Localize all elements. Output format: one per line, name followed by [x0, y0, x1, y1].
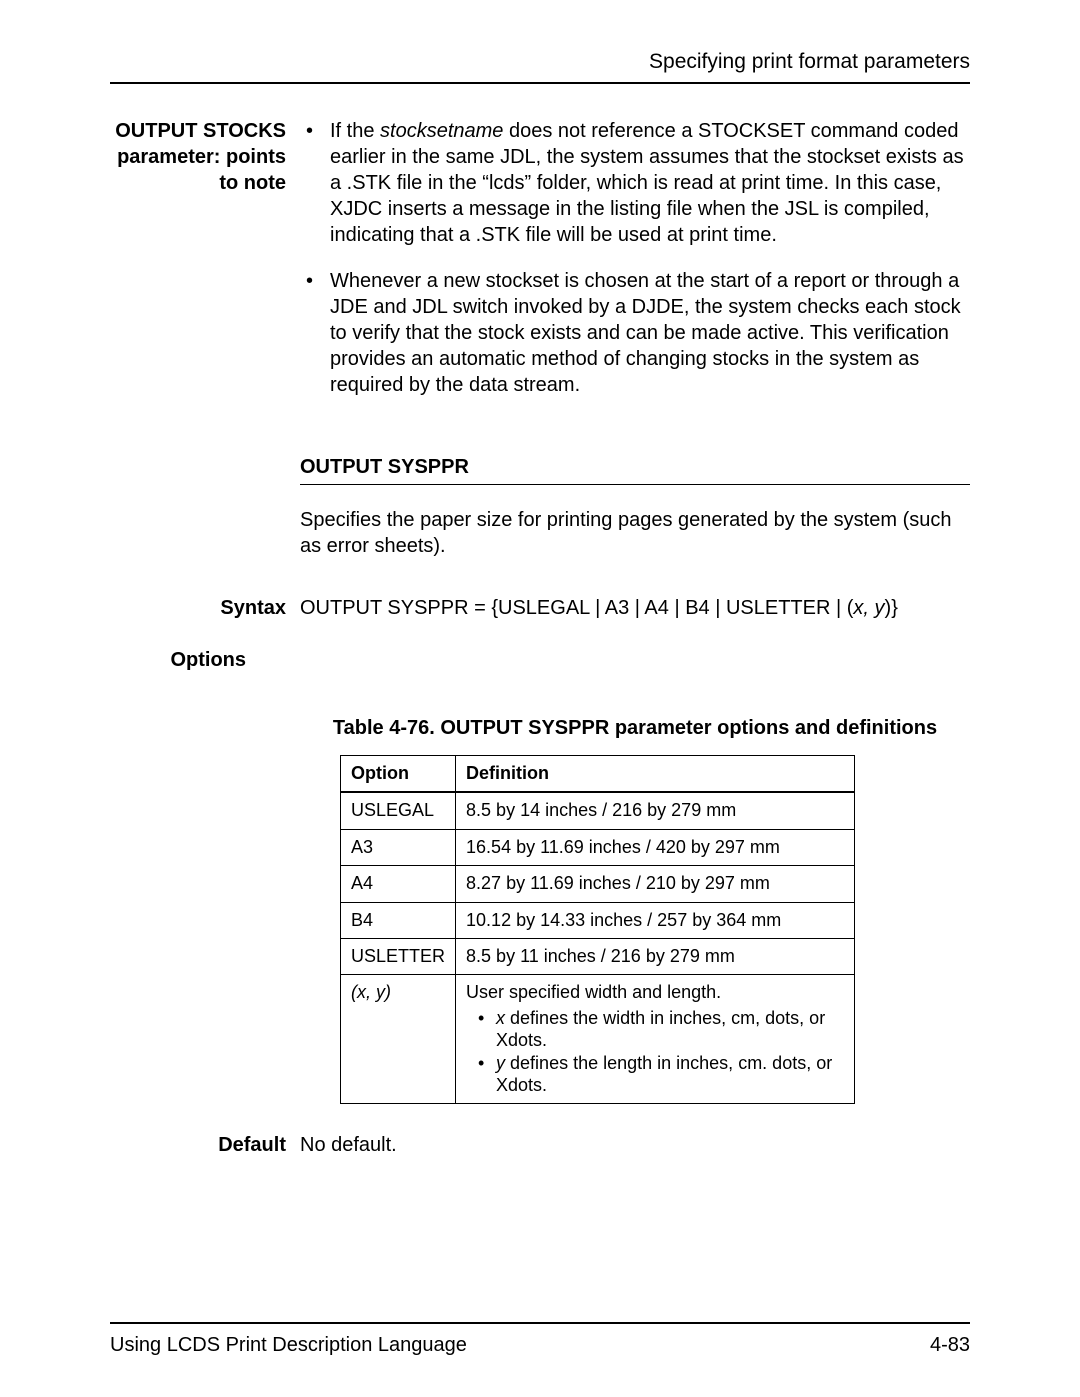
section-sysppr-row: OUTPUT SYSPPR Specifies the paper size f…: [110, 430, 970, 583]
xy-main: User specified width and length.: [466, 982, 721, 1002]
table-row: A4 8.27 by 11.69 inches / 210 by 297 mm: [341, 866, 855, 902]
sysppr-heading: OUTPUT SYSPPR: [300, 454, 970, 485]
syntax-label: Syntax: [110, 595, 300, 621]
xy-sub1-i: x: [496, 1008, 505, 1028]
stocks-label: OUTPUT STOCKS parameter: points to note: [110, 118, 300, 418]
syntax-value: OUTPUT SYSPPR = {USLEGAL | A3 | A4 | B4 …: [300, 595, 970, 621]
cell-def: 10.12 by 14.33 inches / 257 by 364 mm: [456, 902, 855, 938]
xy-sub2: y defines the length in inches, cm. dots…: [478, 1052, 844, 1097]
table-row: USLETTER 8.5 by 11 inches / 216 by 279 m…: [341, 938, 855, 974]
options-table: Option Definition USLEGAL 8.5 by 14 inch…: [300, 755, 970, 1104]
syntax-row: Syntax OUTPUT SYSPPR = {USLEGAL | A3 | A…: [110, 595, 970, 621]
page-header: Specifying print format parameters: [110, 50, 970, 84]
page: Specifying print format parameters OUTPU…: [0, 0, 1080, 1397]
cell-opt: USLETTER: [341, 938, 456, 974]
table-row: A3 16.54 by 11.69 inches / 420 by 297 mm: [341, 829, 855, 865]
xy-sub1-t: defines the width in inches, cm, dots, o…: [496, 1008, 825, 1051]
cell-def: 16.54 by 11.69 inches / 420 by 297 mm: [456, 829, 855, 865]
bullet-2: Whenever a new stockset is chosen at the…: [300, 268, 970, 398]
table-row: USLEGAL 8.5 by 14 inches / 216 by 279 mm: [341, 792, 855, 829]
bullet-1-prefix: If the: [330, 120, 380, 142]
xy-sub2-i: y: [496, 1053, 505, 1073]
syntax-line1: OUTPUT SYSPPR = {USLEGAL | A3 | A4 | B4 …: [300, 597, 853, 619]
options-content: [260, 647, 970, 673]
bullet-1: If the stocksetname does not reference a…: [300, 118, 970, 248]
table-header-row: Option Definition: [341, 756, 855, 793]
footer-left: Using LCDS Print Description Language: [110, 1334, 467, 1357]
footer: Using LCDS Print Description Language 4-…: [110, 1322, 970, 1357]
cell-opt: USLEGAL: [341, 792, 456, 829]
xy-sub2-t: defines the length in inches, cm. dots, …: [496, 1053, 832, 1096]
sysppr-content: OUTPUT SYSPPR Specifies the paper size f…: [300, 430, 970, 583]
cell-def: 8.5 by 11 inches / 216 by 279 mm: [456, 938, 855, 974]
cell-def: 8.27 by 11.69 inches / 210 by 297 mm: [456, 866, 855, 902]
cell-opt: A3: [341, 829, 456, 865]
syntax-italic: x, y: [853, 597, 884, 619]
cell-opt: A4: [341, 866, 456, 902]
xy-sub1: x defines the width in inches, cm, dots,…: [478, 1007, 844, 1052]
spacer-2: [110, 685, 300, 1104]
table-row: B4 10.12 by 14.33 inches / 257 by 364 mm: [341, 902, 855, 938]
cell-def: 8.5 by 14 inches / 216 by 279 mm: [456, 792, 855, 829]
table-container: Table 4-76. OUTPUT SYSPPR parameter opti…: [300, 685, 970, 1104]
th-definition: Definition: [456, 756, 855, 793]
footer-right: 4-83: [930, 1334, 970, 1357]
table-caption: Table 4-76. OUTPUT SYSPPR parameter opti…: [300, 715, 970, 741]
options-label: Options: [110, 647, 260, 673]
syntax-line2: )}: [885, 597, 898, 619]
xy-sublist: x defines the width in inches, cm, dots,…: [466, 1007, 844, 1097]
bullet-1-italic: stocksetname: [380, 120, 503, 142]
spacer: [110, 430, 300, 583]
th-option: Option: [341, 756, 456, 793]
default-value: No default.: [300, 1132, 970, 1158]
cell-xy-opt: (x, y): [341, 975, 456, 1103]
table-row: Table 4-76. OUTPUT SYSPPR parameter opti…: [110, 685, 970, 1104]
stocks-bullets: If the stocksetname does not reference a…: [300, 118, 970, 398]
table-row-xy: (x, y) User specified width and length. …: [341, 975, 855, 1103]
default-label: Default: [110, 1132, 300, 1158]
default-row: Default No default.: [110, 1132, 970, 1158]
stocks-content: If the stocksetname does not reference a…: [300, 118, 970, 418]
cell-opt: B4: [341, 902, 456, 938]
options-row: Options: [110, 647, 970, 673]
cell-xy-def: User specified width and length. x defin…: [456, 975, 855, 1103]
sysppr-desc: Specifies the paper size for printing pa…: [300, 507, 970, 559]
section-stocks: OUTPUT STOCKS parameter: points to note …: [110, 118, 970, 418]
